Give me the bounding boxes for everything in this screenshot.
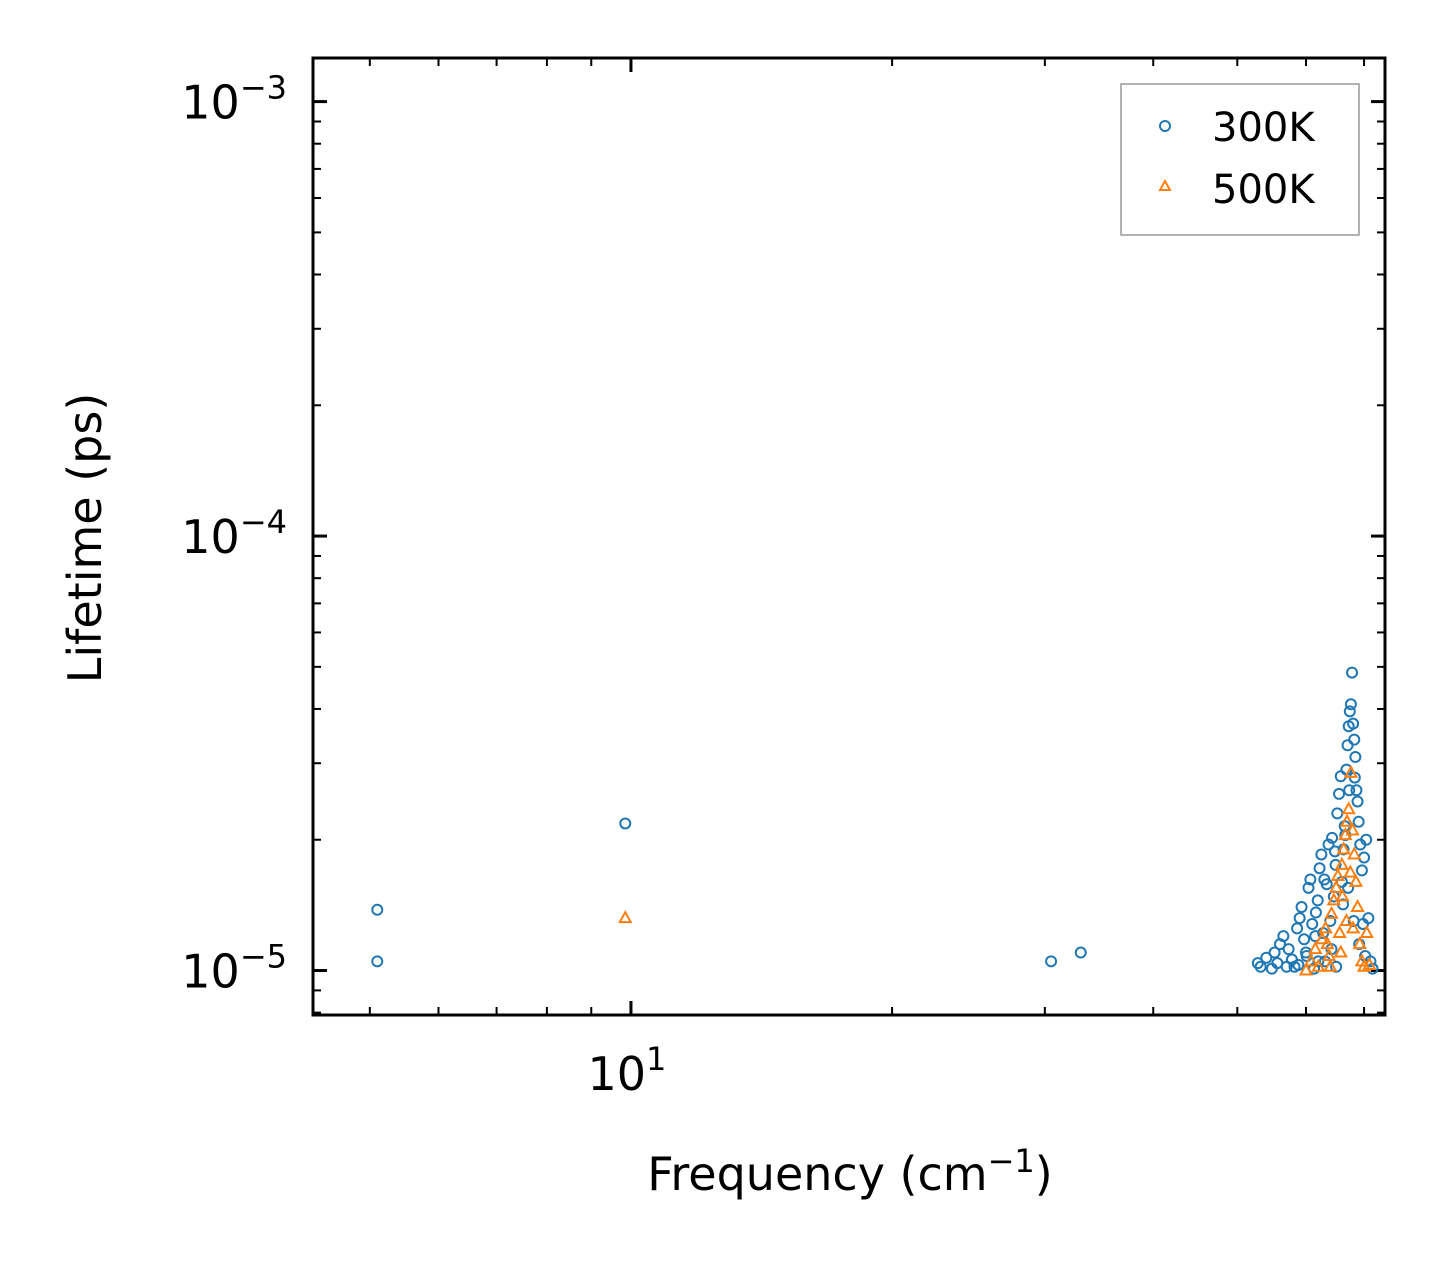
point-300k	[1333, 787, 1346, 800]
point-500k	[618, 910, 633, 924]
point-500k	[1343, 764, 1359, 778]
legend-box	[1120, 83, 1360, 236]
point-300k	[1343, 705, 1356, 718]
y-tick-label: 10−5	[181, 938, 287, 999]
point-500k	[1324, 905, 1339, 919]
plot-area-frame	[311, 56, 1387, 1017]
point-300k	[1313, 862, 1326, 875]
point-500k	[1333, 944, 1348, 958]
point-500k	[1330, 867, 1346, 882]
point-300k	[1347, 717, 1360, 730]
point-500k	[1332, 924, 1347, 939]
point-300k	[1282, 943, 1295, 956]
point-300k	[1331, 807, 1344, 820]
point-500k	[1350, 898, 1365, 913]
point-500k	[1311, 958, 1326, 972]
legend-marker-300k	[1159, 120, 1171, 132]
data-points	[371, 666, 1379, 976]
point-300k	[1302, 881, 1315, 894]
point-500k	[1345, 822, 1360, 836]
point-500k	[1352, 936, 1367, 950]
point-500k	[1356, 958, 1372, 972]
point-500k	[1323, 958, 1338, 972]
point-300k	[1277, 930, 1290, 943]
point-500k	[1320, 936, 1335, 950]
point-500k	[1362, 956, 1377, 970]
point-500k	[1321, 947, 1337, 962]
y-tick-label: 10−3	[181, 69, 287, 130]
point-300k	[1358, 851, 1371, 864]
point-500k	[1328, 879, 1344, 893]
point-300k	[1322, 838, 1335, 851]
point-300k	[1045, 955, 1058, 968]
point-500k	[1303, 953, 1319, 967]
point-300k	[1344, 698, 1357, 711]
point-500k	[1347, 846, 1362, 860]
point-300k	[1268, 946, 1281, 959]
point-300k	[1341, 739, 1354, 752]
point-300k	[1348, 733, 1361, 746]
point-300k	[1342, 881, 1355, 894]
point-300k	[1295, 901, 1308, 914]
point-300k	[1292, 958, 1305, 971]
point-500k	[1336, 841, 1351, 855]
legend-marker-500k	[1158, 178, 1172, 191]
point-300k	[1306, 917, 1319, 930]
point-500k	[1334, 856, 1350, 870]
y-tick-labels: 10−5 10−4 10−3	[181, 69, 287, 999]
point-300k	[1309, 906, 1322, 919]
point-500k	[1308, 941, 1323, 955]
point-300k	[1343, 784, 1356, 797]
point-300k	[619, 817, 632, 830]
point-300k	[1254, 960, 1267, 973]
point-300k	[1350, 784, 1363, 797]
point-500k	[1341, 801, 1356, 815]
point-500k	[1343, 864, 1358, 878]
x-tick-labels: 101	[588, 1040, 667, 1101]
point-300k	[1334, 770, 1347, 783]
point-300k	[1360, 833, 1373, 846]
point-500k	[1314, 931, 1330, 945]
point-300k	[1346, 666, 1359, 679]
legend-label-300k: 300K	[1212, 105, 1316, 151]
point-300k	[1318, 873, 1331, 886]
x-tick-label: 101	[588, 1040, 667, 1101]
point-300k	[1356, 917, 1369, 930]
point-300k	[1355, 864, 1368, 877]
point-300k	[1291, 922, 1304, 935]
point-500k	[1335, 888, 1350, 902]
point-500k	[1339, 912, 1354, 927]
y-axis-label: Lifetime (ps)	[58, 393, 112, 684]
point-300k	[1351, 795, 1364, 808]
legend: 300K 500K	[1120, 83, 1360, 236]
point-500k	[1318, 920, 1333, 934]
point-300k	[371, 955, 384, 968]
point-500k	[1359, 924, 1374, 939]
point-300k	[1260, 951, 1273, 964]
x-axis-label: Frequency (cm−1)	[647, 1142, 1052, 1201]
point-300k	[1298, 933, 1311, 946]
point-500k	[1298, 962, 1314, 976]
point-300k	[1349, 751, 1362, 764]
y-tick-label: 10−4	[181, 503, 287, 564]
point-300k	[1311, 894, 1324, 907]
point-500k	[1339, 813, 1355, 827]
legend-label-500k: 500K	[1212, 167, 1316, 213]
point-500k	[1348, 873, 1364, 887]
point-300k	[1074, 946, 1087, 959]
point-300k	[1293, 912, 1306, 925]
point-300k	[1315, 848, 1328, 861]
major-ticks	[313, 58, 1385, 1015]
point-300k	[1326, 831, 1339, 844]
point-300k	[1352, 815, 1365, 828]
point-300k	[371, 903, 384, 916]
point-300k	[1304, 873, 1317, 886]
point-500k	[1345, 920, 1361, 934]
